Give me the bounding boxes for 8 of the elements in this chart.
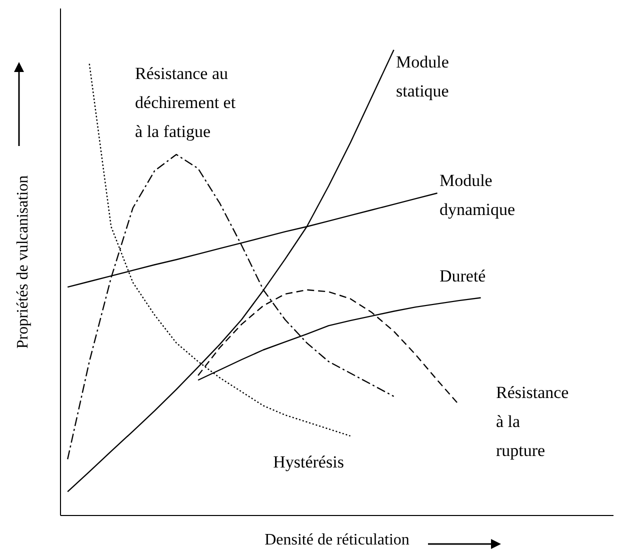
x-axis-title: Densité de réticulation (264, 532, 410, 548)
series-label: Module statique (396, 52, 449, 101)
text: Résistance à la rupture (496, 382, 569, 460)
y-axis-title: Propriétés de vulcanisation (14, 175, 32, 349)
text: Résistance au déchirement et à la fatigue (135, 64, 236, 142)
series-label: Dureté (439, 266, 486, 286)
series-label: Hystérésis (273, 452, 344, 472)
series-label: Module dynamique (439, 171, 516, 220)
